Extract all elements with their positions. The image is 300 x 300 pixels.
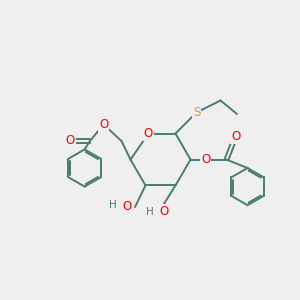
Text: O: O	[122, 200, 131, 214]
Text: H: H	[109, 200, 116, 211]
Text: O: O	[66, 134, 75, 148]
Text: S: S	[193, 106, 200, 119]
Text: H: H	[146, 207, 154, 218]
Text: O: O	[99, 118, 108, 131]
Text: O: O	[231, 130, 240, 143]
Text: O: O	[144, 127, 153, 140]
Text: O: O	[159, 205, 168, 218]
Text: O: O	[201, 153, 210, 166]
